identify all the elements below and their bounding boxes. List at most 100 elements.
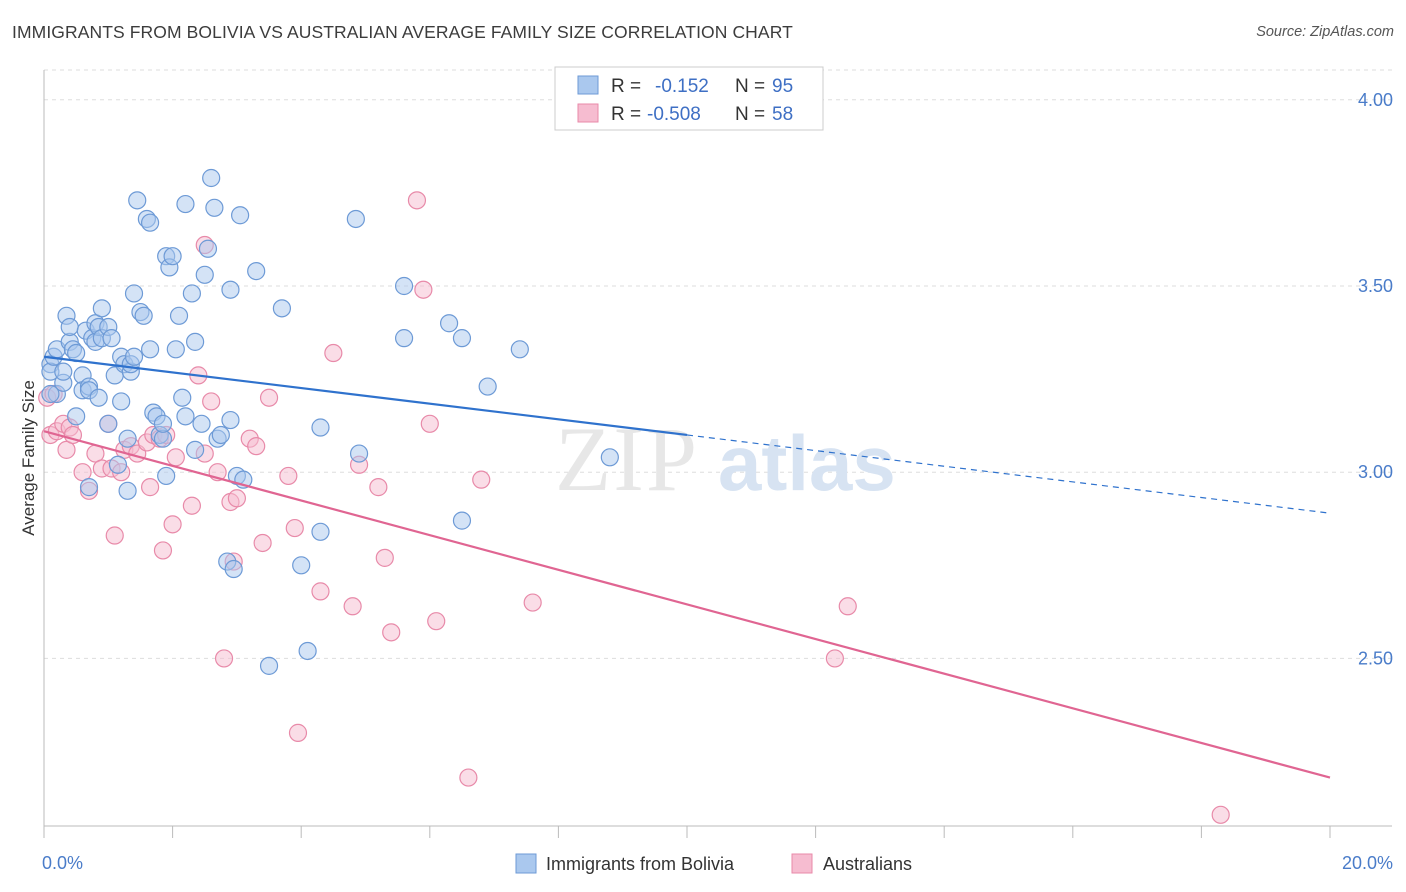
bolivia-point-94 xyxy=(41,384,60,404)
chart-title: IMMIGRANTS FROM BOLIVIA VS AUSTRALIAN AV… xyxy=(12,22,793,42)
bolivia-point-59 xyxy=(176,407,195,426)
australians-point-23 xyxy=(153,541,173,560)
australians-point-50 xyxy=(382,623,401,642)
bolivia-point-6 xyxy=(54,362,73,381)
australians-point-56 xyxy=(472,470,491,489)
bolivia-point-18 xyxy=(79,478,99,497)
bolivia-point-45 xyxy=(140,213,160,232)
australians-trendline xyxy=(43,430,1331,779)
y-tick-label-3: 4.00 xyxy=(1358,90,1393,110)
bolivia-point-73 xyxy=(224,559,243,579)
bolivia-point-60 xyxy=(182,284,201,303)
bolivia-point-54 xyxy=(163,247,182,266)
bolivia-point-78 xyxy=(259,656,279,675)
legend-swatch-blue xyxy=(577,75,599,95)
australians-point-27 xyxy=(182,496,201,515)
australians-point-42 xyxy=(285,518,304,538)
bolivia-point-24 xyxy=(92,299,111,318)
bolivia-point-91 xyxy=(478,377,497,396)
australians-point-43 xyxy=(288,723,308,742)
australians-point-33 xyxy=(214,649,234,668)
tick-labels: 2.50 3.00 3.50 4.00 0.0% 20.0% xyxy=(42,90,1393,873)
bolivia-point-34 xyxy=(118,481,137,500)
bolivia-point-35 xyxy=(118,429,137,448)
x-tick-label-0: 0.0% xyxy=(42,853,83,873)
australians-point-31 xyxy=(202,392,221,411)
bolivia-point-75 xyxy=(231,206,250,225)
australians-point-14 xyxy=(105,526,124,545)
bolivia-point-58 xyxy=(176,194,195,214)
bolivia-point-66 xyxy=(202,168,221,188)
bolivia-point-12 xyxy=(67,407,86,426)
bolivia-point-71 xyxy=(221,280,240,299)
legend-swatch-pink xyxy=(577,103,599,123)
y-tick-label-2: 3.50 xyxy=(1358,276,1393,296)
bolivia-point-62 xyxy=(186,440,205,459)
australians-point-39 xyxy=(253,533,272,553)
australians-point-38 xyxy=(247,437,266,456)
australians-point-57 xyxy=(523,593,542,612)
bottom-legend: Immigrants from Bolivia Australians xyxy=(515,853,912,874)
bolivia-point-50 xyxy=(153,414,173,433)
australians-point-49 xyxy=(375,548,394,567)
bolivia-point-63 xyxy=(192,414,211,433)
bolivia-point-40 xyxy=(128,191,147,210)
bolivia-point-26 xyxy=(99,414,118,433)
bolivia-point-80 xyxy=(292,556,311,575)
australians-point-44 xyxy=(311,582,330,601)
bolivia-point-61 xyxy=(186,332,205,351)
australians-point-40 xyxy=(259,388,279,407)
watermark-zip: ZIP xyxy=(555,408,699,510)
bolivia-point-85 xyxy=(349,444,369,463)
bolivia-point-67 xyxy=(205,198,224,217)
bolivia-point-69 xyxy=(211,425,230,445)
bolivia-point-9 xyxy=(60,317,79,337)
bolivia-point-72 xyxy=(221,410,240,430)
australians-point-26 xyxy=(166,448,185,467)
bottom-legend-swatch-pink xyxy=(791,853,813,874)
bolivia-point-42 xyxy=(134,306,153,325)
australians-point-58 xyxy=(825,649,844,668)
trendlines xyxy=(43,355,1331,779)
bolivia-trendline xyxy=(43,355,688,437)
bolivia-point-84 xyxy=(346,209,365,229)
bolivia-point-23 xyxy=(89,388,108,407)
legend-n-value-1: 95 xyxy=(772,76,793,97)
bolivia-point-82 xyxy=(311,418,330,437)
bolivia-point-32 xyxy=(112,392,131,411)
australians-point-48 xyxy=(369,478,388,497)
bolivia-point-28 xyxy=(102,329,121,348)
watermark-atlas: atlas xyxy=(718,419,896,507)
bolivia-point-55 xyxy=(166,340,185,359)
bolivia-point-90 xyxy=(452,511,472,530)
x-tick-label-1: 20.0% xyxy=(1342,853,1393,873)
australians-point-25 xyxy=(163,515,182,534)
bolivia-point-51 xyxy=(157,466,176,486)
bolivia-point-39 xyxy=(124,347,144,366)
australians-point-59 xyxy=(838,597,857,616)
australians-point-55 xyxy=(459,768,478,787)
axes xyxy=(43,70,1392,838)
australians-point-41 xyxy=(279,466,298,486)
bottom-legend-label-australians: Australians xyxy=(823,854,912,874)
legend-r-value-2: -0.508 xyxy=(647,104,701,125)
australians-point-52 xyxy=(414,280,433,299)
australians-point-53 xyxy=(420,414,439,433)
legend-n-value-2: 58 xyxy=(772,104,793,125)
legend-r-label-2: R = xyxy=(611,104,641,125)
bolivia-point-44 xyxy=(140,340,160,359)
bolivia-point-57 xyxy=(173,388,192,407)
bolivia-trendline-extension xyxy=(686,434,1331,514)
y-tick-label-0: 2.50 xyxy=(1358,648,1393,668)
bolivia-point-64 xyxy=(195,265,214,284)
bolivia-point-56 xyxy=(169,306,189,325)
australians-point-20 xyxy=(140,478,160,497)
australians-point-45 xyxy=(324,343,343,363)
bolivia-point-92 xyxy=(510,340,529,359)
bottom-legend-label-bolivia: Immigrants from Bolivia xyxy=(546,854,735,874)
gridlines xyxy=(44,69,1392,659)
bolivia-point-93 xyxy=(600,448,619,467)
australians-point-36 xyxy=(227,489,246,508)
bolivia-point-83 xyxy=(311,522,330,541)
